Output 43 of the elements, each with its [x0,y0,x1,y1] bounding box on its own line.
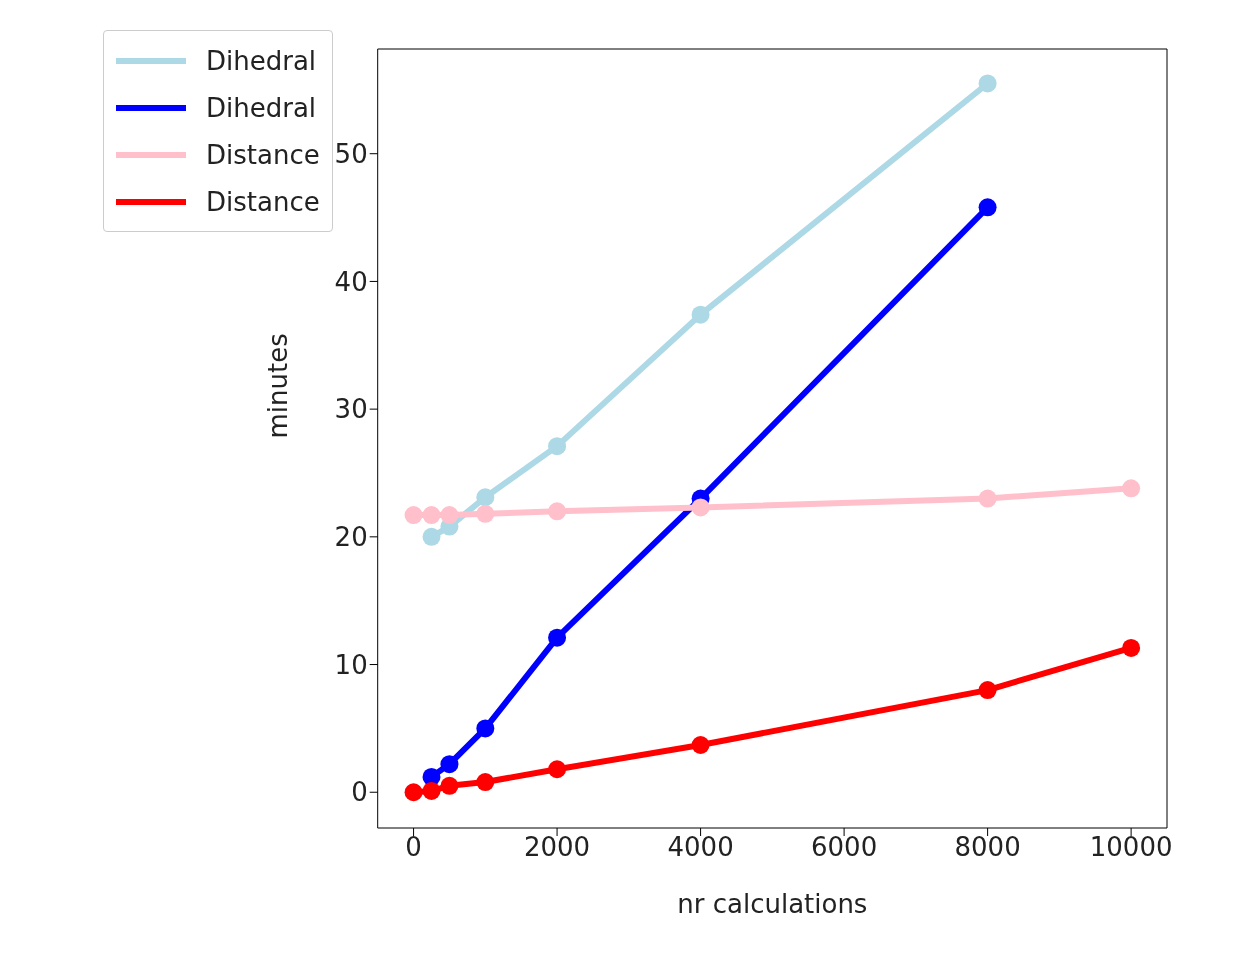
point [978,74,997,93]
point [978,489,997,508]
x-axis-title: nr calculations [677,889,868,919]
point [978,198,997,217]
legend-label: Distance [206,139,320,170]
point [548,502,567,521]
point [440,755,459,774]
x-tick-label: 8000 [954,832,1021,863]
legend-label: Dihedral [206,45,317,76]
point [1122,479,1141,498]
point [548,760,567,779]
point [476,773,495,792]
y-tick-label: 20 [334,522,368,553]
y-tick-label: 10 [334,649,368,680]
point [691,498,710,517]
x-tick-label: 4000 [667,832,734,863]
y-tick-label: 50 [334,138,368,169]
point [422,506,441,525]
y-axis-title: minutes [262,333,293,439]
y-tick-label: 40 [334,266,368,297]
legend-label: Dihedral [206,92,317,123]
point [404,506,423,525]
x-tick-label: 0 [405,832,422,863]
point [548,628,567,647]
point [422,781,441,800]
point [1122,638,1141,657]
point [691,305,710,324]
y-tick-label: 0 [351,777,368,808]
point [440,506,459,525]
point [440,776,459,795]
point [978,681,997,700]
point [404,783,423,802]
x-tick-label: 10000 [1089,832,1173,863]
point [476,719,495,738]
point [476,504,495,523]
point [548,437,567,456]
point [422,527,441,546]
y-tick-label: 30 [334,394,368,425]
x-tick-label: 6000 [811,832,878,863]
point [691,735,710,754]
legend-label: Distance [206,186,320,217]
x-tick-label: 2000 [523,832,591,863]
point [476,488,495,507]
